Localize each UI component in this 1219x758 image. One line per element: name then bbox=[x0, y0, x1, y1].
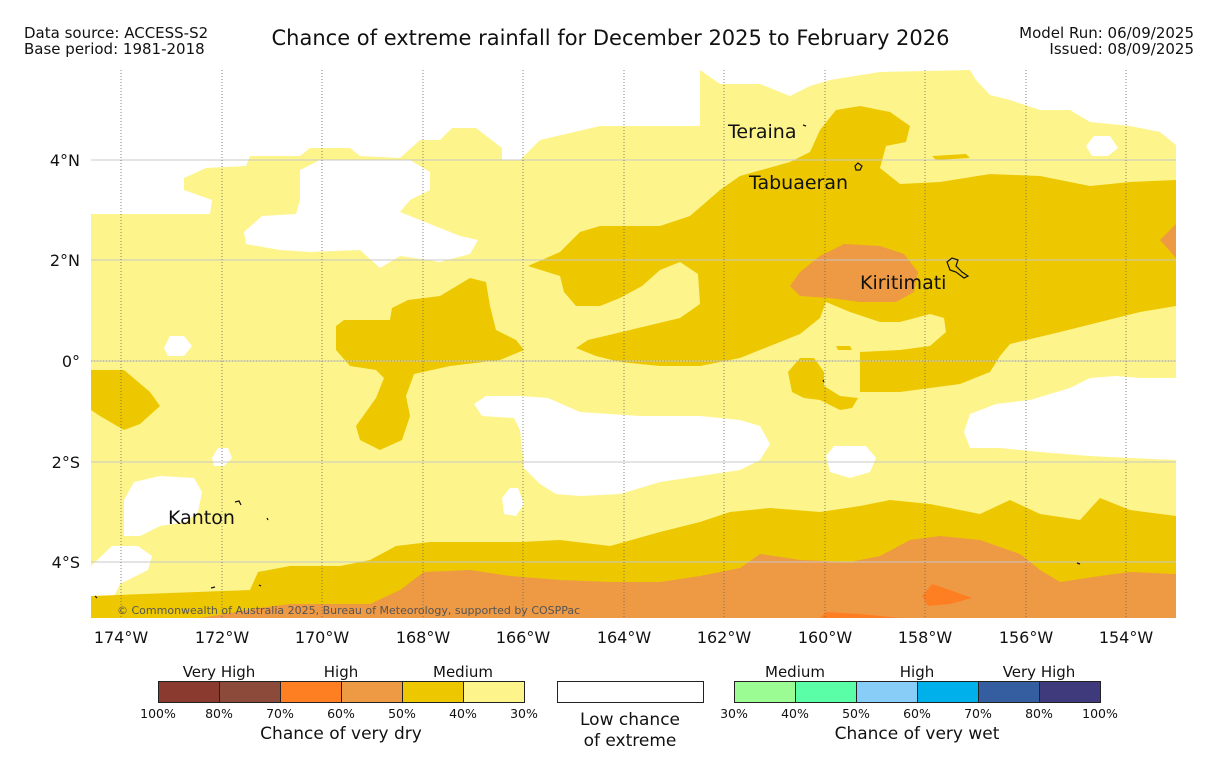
legend-wet-tick-60: 60% bbox=[903, 706, 931, 721]
place-label-kiritimati: Kiritimati bbox=[860, 272, 947, 294]
lon-label-156w: 156°W bbox=[998, 628, 1054, 647]
legend-dry-tick-70: 70% bbox=[266, 706, 294, 721]
data-source-block: Data source: ACCESS-S2 Base period: 1981… bbox=[24, 25, 208, 57]
legend-wet-swatch-6 bbox=[1039, 681, 1101, 703]
islet-c bbox=[258, 584, 262, 587]
place-label-kanton: Kanton bbox=[168, 507, 235, 529]
tabuaeran-island bbox=[854, 162, 863, 171]
lon-label-172w: 172°W bbox=[194, 628, 250, 647]
islet-f bbox=[822, 379, 825, 383]
legend-wet-tick-30: 30% bbox=[720, 706, 748, 721]
legend-dry-tick-30: 30% bbox=[510, 706, 538, 721]
longitude-lines bbox=[120, 70, 1127, 618]
map-field bbox=[91, 70, 1176, 618]
model-run-block: Model Run: 06/09/2025 Issued: 08/09/2025 bbox=[1019, 25, 1194, 57]
lon-label-164w: 164°W bbox=[596, 628, 652, 647]
lon-label-170w: 170°W bbox=[294, 628, 350, 647]
lat-label-2s: 2°S bbox=[51, 453, 80, 472]
legend-wet-tick-50: 50% bbox=[842, 706, 870, 721]
lat-label-2n: 2°N bbox=[49, 251, 80, 270]
place-label-tabuaeran: Tabuaeran bbox=[749, 172, 849, 194]
legend-dry-swatch-3 bbox=[280, 681, 342, 703]
legend-dry-head-medium: Medium bbox=[433, 663, 493, 681]
legend-wet-swatch-3 bbox=[856, 681, 918, 703]
islet-d bbox=[94, 595, 98, 599]
legend-dry-tick-50: 50% bbox=[388, 706, 416, 721]
legend-dry-swatch-1 bbox=[158, 681, 220, 703]
islet-e bbox=[1076, 562, 1081, 565]
legend-dry-tick-60: 60% bbox=[327, 706, 355, 721]
legend-dry-swatch-5 bbox=[402, 681, 464, 703]
base-period-text: Base period: 1981-2018 bbox=[24, 40, 205, 58]
latitude-lines bbox=[91, 159, 1176, 563]
legend-wet-tick-80: 80% bbox=[1025, 706, 1053, 721]
legend-dry-tick-100: 100% bbox=[140, 706, 176, 721]
legend-wet-swatch-2 bbox=[795, 681, 857, 703]
map-title-text: Chance of extreme rainfall for December … bbox=[271, 26, 950, 50]
kanton-island bbox=[234, 500, 242, 506]
legend-dry-swatch-6 bbox=[463, 681, 525, 703]
model-run-text: Model Run: 06/09/2025 bbox=[1019, 24, 1194, 42]
legend-dry-head-very-high: Very High bbox=[182, 663, 256, 681]
very-high-dry-regions bbox=[820, 584, 972, 618]
copyright-notice: © Commonwealth of Australia 2025, Bureau… bbox=[117, 604, 581, 617]
islet-b bbox=[210, 586, 216, 589]
place-label-teraina: Teraina bbox=[728, 121, 797, 143]
data-source-text: Data source: ACCESS-S2 bbox=[24, 24, 209, 42]
islands bbox=[94, 124, 1081, 599]
legend-wet-head-medium: Medium bbox=[765, 663, 825, 681]
legend-low-swatch bbox=[557, 681, 704, 703]
lat-label-4s: 4°S bbox=[51, 553, 80, 572]
low-chance-regions bbox=[91, 70, 1176, 618]
legend-low-line1: Low chance bbox=[580, 710, 680, 730]
legend-wet-tick-100: 100% bbox=[1082, 706, 1118, 721]
legend-low-line2: of extreme bbox=[583, 731, 677, 751]
legend-dry-tick-80: 80% bbox=[205, 706, 233, 721]
lon-label-168w: 168°W bbox=[395, 628, 451, 647]
issued-text: Issued: 08/09/2025 bbox=[1049, 40, 1194, 58]
legend-dry-title: Chance of very dry bbox=[260, 724, 422, 744]
kiritimati-island bbox=[946, 257, 970, 279]
lon-label-160w: 160°W bbox=[797, 628, 853, 647]
lon-label-166w: 166°W bbox=[495, 628, 551, 647]
legend-dry-head-high: High bbox=[323, 663, 359, 681]
teraina-island bbox=[802, 124, 807, 127]
islet-a bbox=[266, 517, 269, 521]
lon-label-174w: 174°W bbox=[93, 628, 149, 647]
legend-wet-swatch-4 bbox=[917, 681, 979, 703]
legend-wet-head-very-high: Very High bbox=[1002, 663, 1076, 681]
legend-wet-title: Chance of very wet bbox=[834, 724, 1000, 744]
legend-dry-swatch-4 bbox=[341, 681, 403, 703]
legend-low-label: Low chance of extreme bbox=[540, 710, 720, 752]
legend-wet-tick-40: 40% bbox=[781, 706, 809, 721]
legend-dry-tick-40: 40% bbox=[449, 706, 477, 721]
lon-label-162w: 162°W bbox=[696, 628, 752, 647]
lat-label-4n: 4°N bbox=[49, 151, 80, 170]
legend-wet-tick-70: 70% bbox=[964, 706, 992, 721]
legend-wet-swatch-5 bbox=[978, 681, 1040, 703]
lat-label-0: 0° bbox=[61, 352, 80, 371]
legend-dry-swatch-2 bbox=[219, 681, 281, 703]
lon-label-154w: 154°W bbox=[1098, 628, 1154, 647]
lon-label-158w: 158°W bbox=[897, 628, 953, 647]
map-title: Chance of extreme rainfall for December … bbox=[0, 26, 1219, 50]
legend-wet-head-high: High bbox=[899, 663, 935, 681]
legend-wet-swatch-1 bbox=[734, 681, 796, 703]
